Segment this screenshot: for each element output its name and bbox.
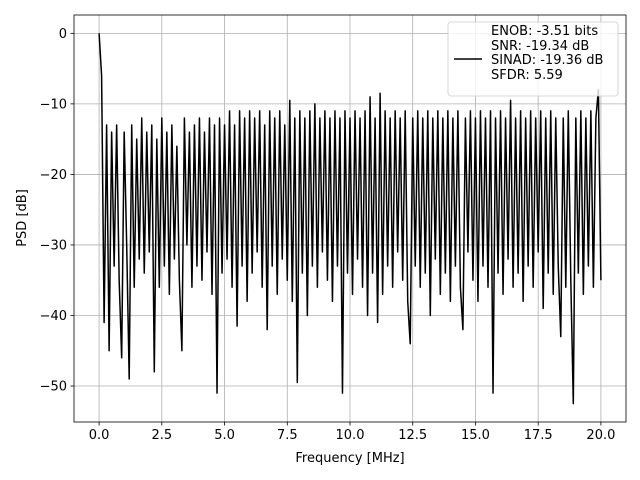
y-tick-label: −50 [40,380,67,395]
x-tick-label: 5.0 [214,428,235,443]
x-tick-label: 20.0 [586,428,615,443]
x-tick-label: 12.5 [398,428,427,443]
x-tick-label: 10.0 [336,428,365,443]
x-axis-label: Frequency [MHz] [295,451,404,466]
x-tick-label: 15.0 [461,428,490,443]
x-tick-label: 17.5 [524,428,553,443]
legend-label: ENOB: -3.51 bits SNR: -19.34 dB SINAD: -… [491,25,604,83]
y-tick-label: −10 [40,97,67,112]
x-tick-label: 7.5 [277,428,298,443]
psd-line [98,33,602,405]
legend-entry: ENOB: -3.51 bits SNR: -19.34 dB SINAD: -… [491,25,604,83]
x-tick-label: 0.0 [89,428,110,443]
x-tick-label: 2.5 [151,428,172,443]
legend-frame [447,21,619,97]
y-tick-label: −30 [40,238,67,253]
y-tick-label: −20 [40,168,67,183]
y-tick-label: −40 [40,309,67,324]
y-tick-label: 0 [59,27,67,42]
legend: ENOB: -3.51 bits SNR: -19.34 dB SINAD: -… [447,21,619,97]
axes-frame [73,14,627,423]
y-axis-label: PSD [dB] [15,189,30,247]
